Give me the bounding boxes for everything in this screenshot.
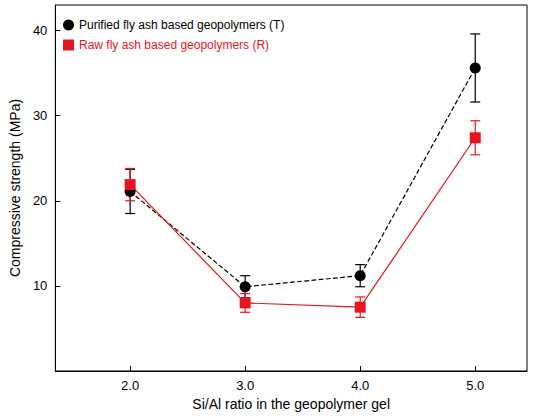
svg-text:5.0: 5.0 xyxy=(466,378,484,393)
svg-text:Compressive strength (MPa): Compressive strength (MPa) xyxy=(7,99,23,277)
svg-text:Si/Al ratio in the geopolymer: Si/Al ratio in the geopolymer gel xyxy=(192,396,390,412)
svg-text:4.0: 4.0 xyxy=(351,378,369,393)
svg-text:20: 20 xyxy=(33,193,47,208)
svg-text:2.0: 2.0 xyxy=(121,378,139,393)
svg-text:30: 30 xyxy=(33,108,47,123)
svg-text:10: 10 xyxy=(33,278,47,293)
svg-text:Raw fly ash based geopolymers: Raw fly ash based geopolymers (R) xyxy=(79,38,269,52)
svg-text:Purified fly ash based geopoly: Purified fly ash based geopolymers (T) xyxy=(79,18,284,32)
svg-text:3.0: 3.0 xyxy=(236,378,254,393)
svg-text:40: 40 xyxy=(33,23,47,38)
